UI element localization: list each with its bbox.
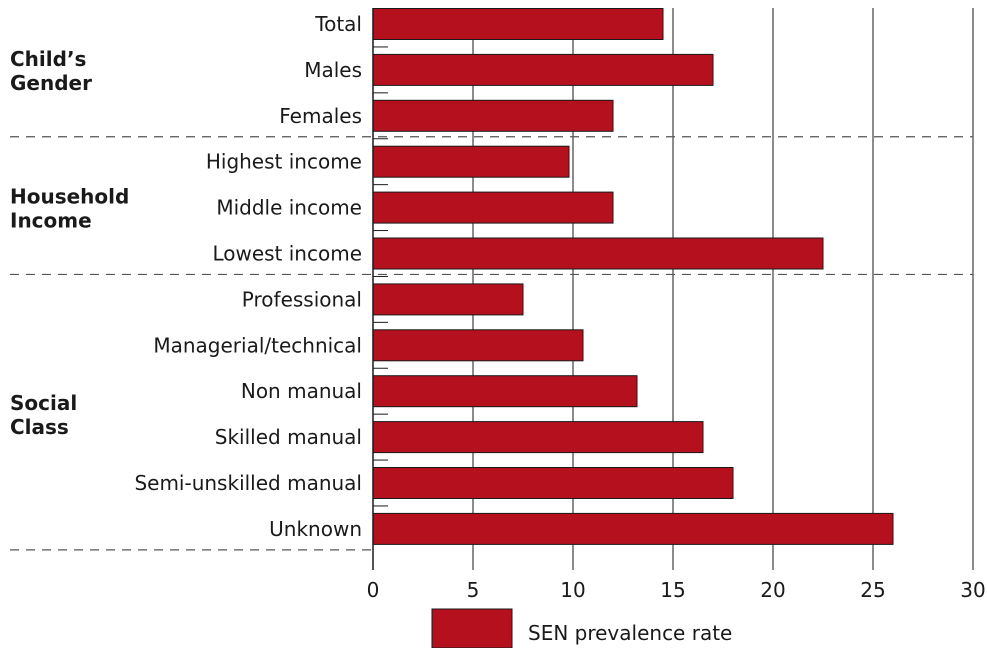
axes xyxy=(372,8,388,570)
category-label: Males xyxy=(304,58,362,82)
group-separators xyxy=(10,136,973,551)
bar-semi-unskilled-manual xyxy=(372,467,734,499)
category-label: Non manual xyxy=(241,379,362,403)
category-label: Lowest income xyxy=(212,242,362,266)
category-label: Managerial/technical xyxy=(153,333,362,357)
category-labels: Total Males Females Highest income Middle in… xyxy=(134,12,362,541)
category-label: Highest income xyxy=(206,150,362,174)
x-tick-label: 25 xyxy=(860,578,885,602)
category-label: Total xyxy=(314,12,362,36)
x-tick-label: 5 xyxy=(467,578,480,602)
legend-swatch xyxy=(431,608,513,648)
bar-professional xyxy=(372,283,524,316)
category-label: Middle income xyxy=(216,196,362,220)
bar-managerial-technical xyxy=(372,329,584,362)
legend-label: SEN prevalence rate xyxy=(528,621,732,645)
bar-total xyxy=(372,8,664,40)
x-tick-label: 0 xyxy=(367,578,380,602)
bar-lowest-income xyxy=(372,237,824,270)
group-labels: Child’s Gender Household Income Social Class xyxy=(10,47,129,439)
x-tick-label: 15 xyxy=(660,578,685,602)
x-tick-label: 20 xyxy=(760,578,785,602)
bar-males xyxy=(372,53,714,86)
category-label: Professional xyxy=(242,287,362,311)
x-tick-label: 10 xyxy=(560,578,585,602)
bar-highest-income xyxy=(372,145,570,178)
x-tick-label: 30 xyxy=(960,578,985,602)
group-label: Household Income xyxy=(10,185,129,233)
category-label: Skilled manual xyxy=(215,425,362,449)
bar-females xyxy=(372,99,614,132)
category-label: Semi-unskilled manual xyxy=(134,471,362,495)
category-label: Unknown xyxy=(269,517,362,541)
group-label: Child’s Gender xyxy=(10,47,92,95)
bars xyxy=(372,8,894,545)
bar-skilled-manual xyxy=(372,421,704,454)
category-label: Females xyxy=(279,104,362,128)
group-label: Social Class xyxy=(10,391,77,439)
bar-non-manual xyxy=(372,375,638,408)
x-tick-labels: 0 5 10 15 20 25 30 xyxy=(367,578,986,602)
bar-unknown xyxy=(372,512,894,545)
legend: SEN prevalence rate xyxy=(431,608,732,648)
bar-middle-income xyxy=(372,191,614,224)
